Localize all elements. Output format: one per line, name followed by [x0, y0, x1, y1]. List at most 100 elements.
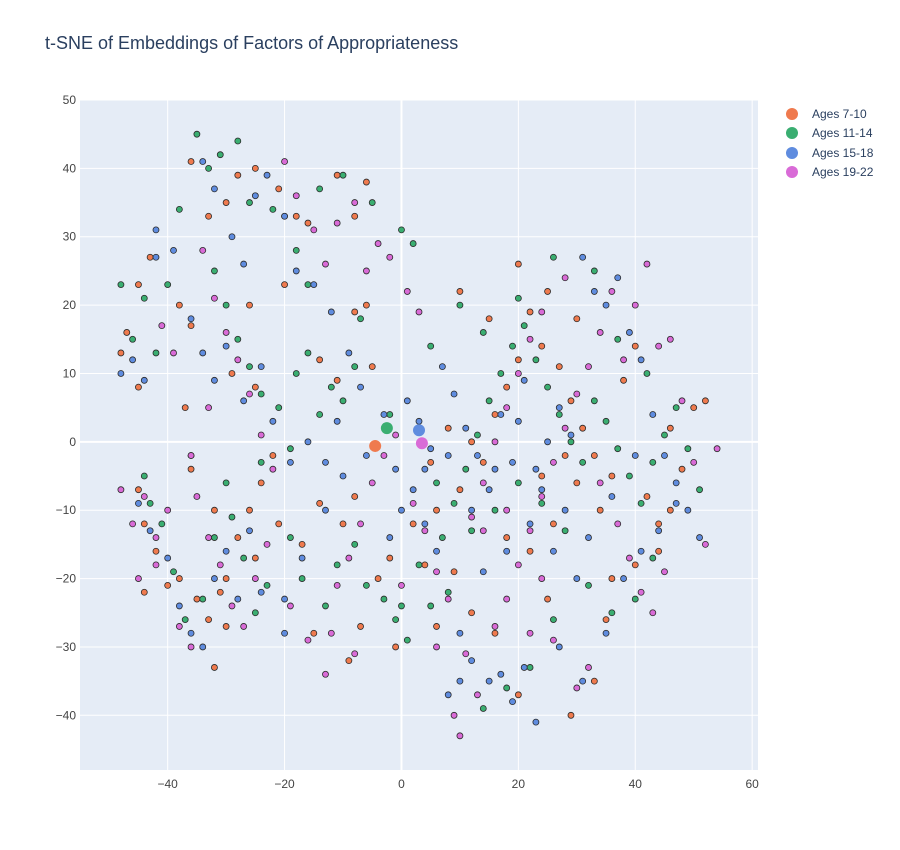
scatter-point: [509, 342, 516, 350]
x-tick-label: 20: [512, 777, 526, 791]
scatter-point: [316, 356, 324, 364]
scatter-point: [468, 609, 476, 617]
x-tick-label: −20: [274, 777, 295, 791]
scatter-point: [228, 370, 236, 377]
y-tick-label: 0: [69, 435, 76, 449]
legend-item[interactable]: Ages 19-22: [786, 163, 873, 183]
scatter-point: [555, 411, 563, 418]
scatter-point: [251, 554, 259, 562]
scatter-point: [304, 281, 312, 288]
scatter-point: [135, 486, 142, 494]
scatter-point: [649, 554, 657, 562]
scatter-point: [205, 534, 212, 541]
scatter-point: [269, 452, 277, 459]
scatter-point: [649, 411, 657, 418]
scatter-point: [333, 171, 341, 179]
scatter-point: [146, 499, 154, 507]
scatter-point: [211, 534, 218, 541]
scatter-point: [316, 185, 324, 193]
legend-item[interactable]: Ages 11-14: [786, 124, 873, 144]
legend-item[interactable]: Ages 7-10: [786, 104, 873, 124]
scatter-point: [614, 274, 622, 282]
scatter-point: [152, 226, 160, 234]
scatter-point: [275, 185, 283, 193]
scatter-point: [573, 479, 581, 487]
scatter-point: [409, 499, 417, 507]
scatter-point: [637, 588, 645, 596]
scatter-point: [170, 349, 177, 357]
scatter-point: [666, 424, 674, 432]
scatter-point: [520, 664, 528, 671]
scatter-point: [123, 329, 131, 336]
scatter-point: [684, 506, 692, 514]
x-tick-label: 40: [629, 777, 643, 791]
scatter-point: [526, 520, 534, 528]
scatter-point: [211, 575, 218, 582]
scatter-point: [140, 520, 148, 528]
scatter-point: [620, 575, 627, 582]
scatter-point: [398, 582, 405, 589]
legend-label: Ages 19-22: [812, 165, 874, 180]
scatter-point: [211, 185, 218, 193]
scatter-point: [222, 623, 230, 630]
scatter-point: [357, 623, 364, 630]
scatter-point: [257, 458, 265, 466]
scatter-point: [374, 575, 382, 582]
scatter-point: [637, 547, 645, 555]
scatter-point: [684, 445, 692, 453]
scatter-point: [345, 657, 353, 665]
y-tick-label: −40: [56, 708, 77, 722]
scatter-point: [637, 499, 645, 507]
axis-ticks: −40 −20 0 20 40 60 −40 −30 −20 −10 0 10 20 30 40 50: [56, 93, 760, 791]
scatter-point: [322, 602, 329, 610]
scatter-point: [474, 691, 481, 699]
legend-item[interactable]: Ages 15-18: [786, 143, 873, 163]
scatter-point: [392, 643, 400, 651]
scatter-point: [479, 705, 487, 712]
scatter-point: [620, 356, 627, 364]
scatter-point: [532, 356, 540, 364]
scatter-point: [538, 308, 546, 316]
scatter-point: [351, 308, 359, 316]
scatter-point: [386, 253, 394, 261]
scatter-point: [655, 520, 663, 528]
scatter-point: [228, 602, 236, 610]
scatter-point: [339, 171, 347, 179]
scatter-point: [257, 479, 265, 487]
scatter-point: [585, 363, 592, 371]
scatter-point: [526, 335, 534, 343]
scatter-point: [538, 342, 546, 350]
scatter-point: [257, 431, 265, 439]
scatter-point: [263, 540, 271, 548]
scatter-point: [474, 431, 481, 439]
scatter-point: [550, 253, 557, 261]
scatter-point: [322, 458, 329, 466]
scatter-point: [690, 404, 698, 412]
scatter-point: [327, 383, 335, 391]
scatter-point: [257, 588, 265, 596]
scatter-point: [415, 561, 423, 569]
scatter-point: [251, 575, 259, 582]
scatter-point: [421, 561, 429, 569]
scatter-point: [596, 479, 604, 487]
scatter-point: [444, 595, 452, 603]
scatter-point: [550, 636, 557, 644]
scatter-point: [561, 274, 569, 282]
scatter-point: [608, 288, 616, 295]
legend-swatch-19-22: [786, 166, 798, 179]
scatter-point: [257, 390, 265, 398]
scatter-point: [228, 513, 236, 521]
scatter-point: [550, 616, 557, 623]
scatter-point: [129, 520, 137, 528]
scatter-point: [590, 288, 598, 295]
scatter-point: [503, 383, 511, 391]
scatter-point: [152, 534, 160, 541]
scatter-point: [485, 677, 493, 685]
scatter-point: [450, 390, 458, 398]
scatter-point: [614, 445, 622, 453]
scatter-point: [368, 479, 376, 487]
scatter-point: [579, 677, 587, 685]
scatter-point: [456, 629, 464, 637]
scatter-point: [468, 438, 476, 446]
scatter-point: [140, 472, 148, 480]
